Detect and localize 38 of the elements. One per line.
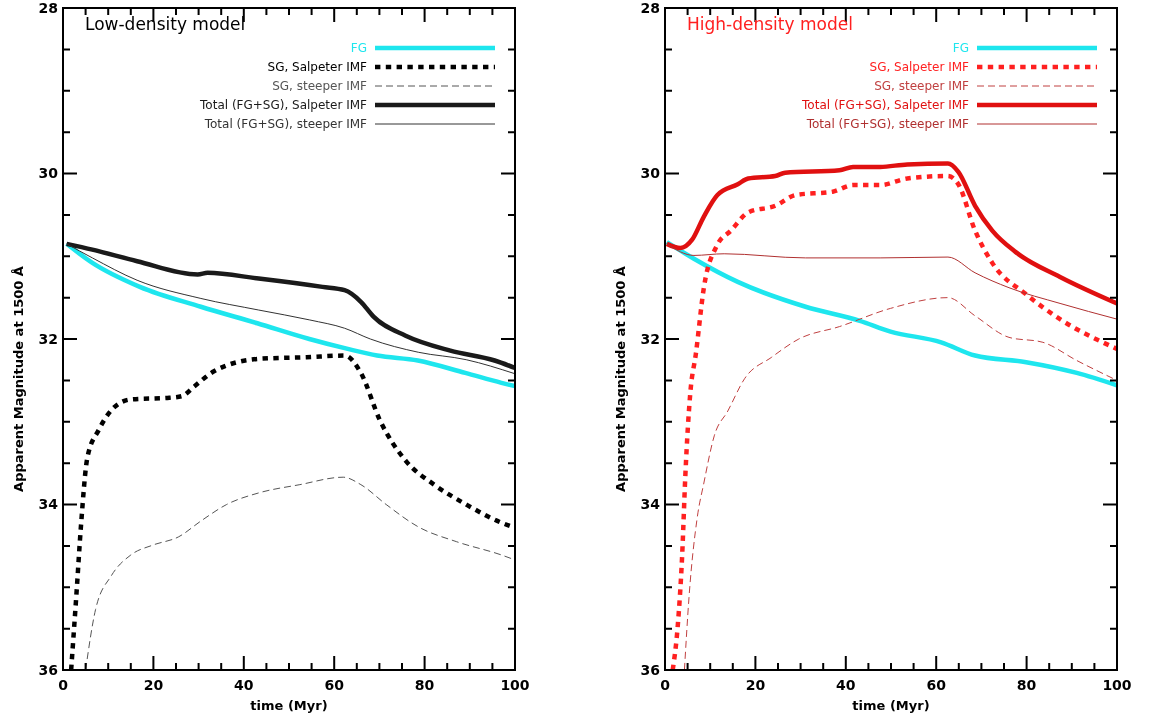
x-tick-label: 20 [143,677,164,693]
x-tick-label: 0 [58,677,69,693]
x-tick-label: 40 [234,677,254,693]
x-tick-label: 100 [1102,677,1132,693]
y-tick-label: 28 [640,0,660,16]
y-axis-title: Apparent Magnitude at 1500 Å [613,266,628,492]
text: FG [350,41,367,56]
x-tick-label: 0 [660,677,671,693]
y-tick-label: 34 [640,496,661,513]
x-tick-label: 100 [500,677,530,693]
text: SG, steeper IMF [874,79,970,94]
y-tick-label: 36 [640,661,660,678]
text: Total (FG+SG), Salpeter IMF [801,98,970,113]
text: SG, Salpeter IMF [869,60,970,75]
y-tick-label: 28 [38,0,58,16]
x-tick-label: 80 [414,677,435,693]
chart-title: High-density model [687,14,853,34]
text: Total (FG+SG), Salpeter IMF [199,98,368,113]
y-tick-label: 34 [38,496,59,513]
x-tick-label: 80 [1016,677,1037,693]
y-tick-label: 36 [38,661,58,678]
y-tick-label: 32 [38,330,58,347]
x-axis-title: time (Myr) [250,698,328,713]
x-axis-title: time (Myr) [852,698,930,713]
text: FG [952,41,969,56]
text: Total (FG+SG), steeper IMF [805,117,970,132]
x-tick-label: 40 [836,677,856,693]
text: SG, steeper IMF [272,79,368,94]
y-tick-label: 32 [640,330,660,347]
y-tick-label: 30 [640,165,661,182]
text: SG, Salpeter IMF [267,60,368,75]
y-axis-title: Apparent Magnitude at 1500 Å [11,266,26,492]
x-tick-label: 20 [745,677,766,693]
x-tick-label: 60 [926,677,947,693]
text: Total (FG+SG), steeper IMF [203,117,368,132]
chart-title: Low-density model [85,14,246,34]
y-tick-label: 30 [38,165,59,182]
x-tick-label: 60 [324,677,345,693]
